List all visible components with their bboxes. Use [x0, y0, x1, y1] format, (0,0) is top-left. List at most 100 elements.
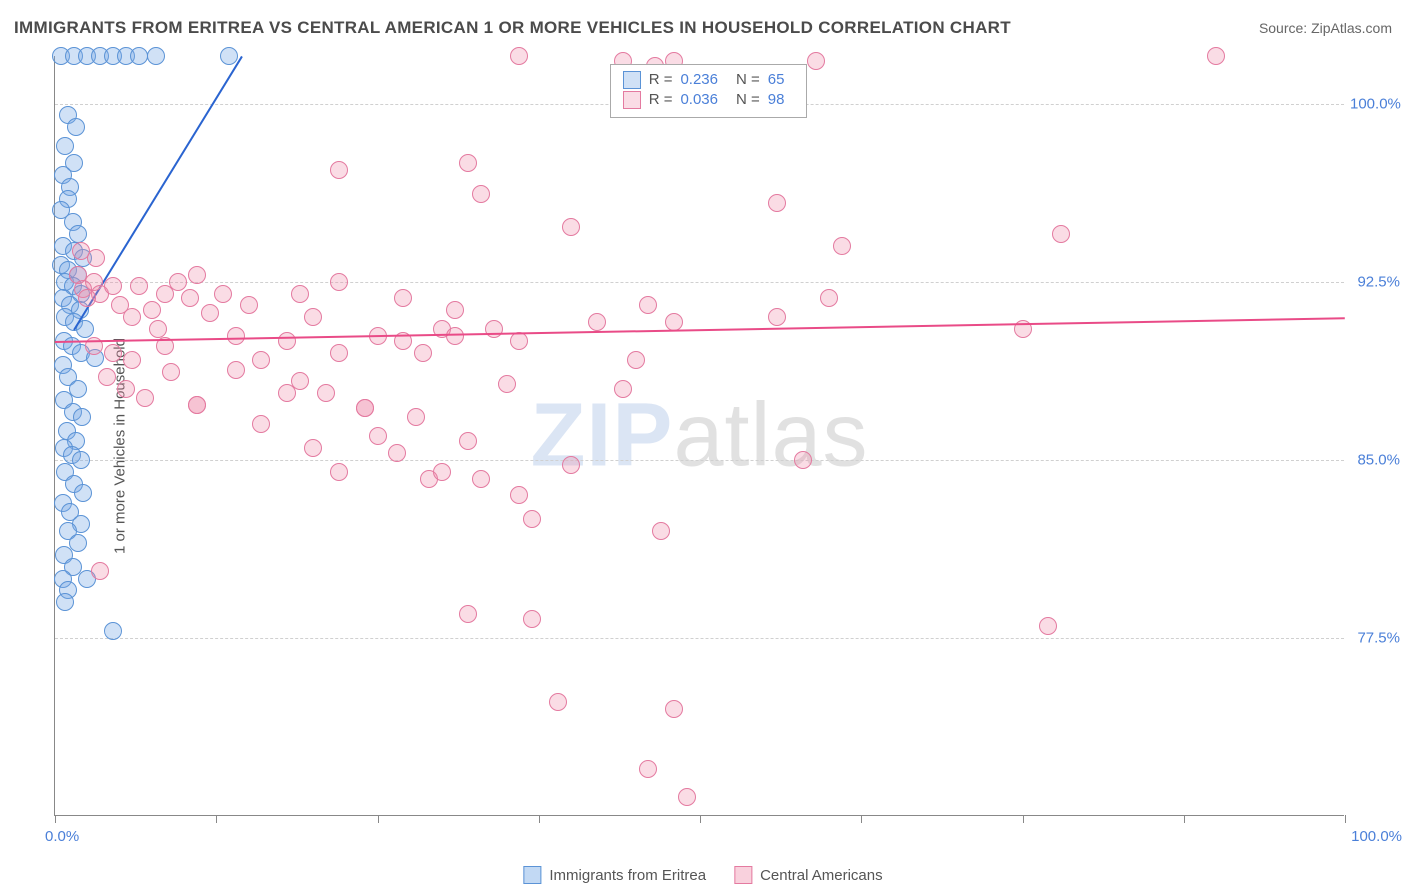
scatter-point-central	[104, 344, 122, 362]
scatter-point-eritrea	[69, 380, 87, 398]
scatter-point-central	[78, 289, 96, 307]
scatter-point-central	[510, 332, 528, 350]
scatter-point-central	[330, 273, 348, 291]
legend-item-label: Immigrants from Eritrea	[549, 867, 706, 884]
scatter-point-central	[330, 344, 348, 362]
scatter-point-eritrea	[104, 622, 122, 640]
scatter-point-central	[588, 313, 606, 331]
legend-item: Central Americans	[734, 866, 883, 884]
scatter-point-central	[123, 308, 141, 326]
scatter-point-central	[278, 384, 296, 402]
scatter-point-central	[214, 285, 232, 303]
scatter-point-central	[523, 610, 541, 628]
stat-r-value: 0.036	[680, 91, 718, 108]
scatter-point-central	[652, 522, 670, 540]
y-tick-label: 92.5%	[1350, 273, 1400, 290]
watermark-part1: ZIP	[530, 385, 673, 485]
scatter-point-eritrea	[130, 47, 148, 65]
gridline	[55, 460, 1344, 461]
scatter-point-central	[627, 351, 645, 369]
scatter-point-eritrea	[220, 47, 238, 65]
y-tick-label: 85.0%	[1350, 451, 1400, 468]
scatter-point-central	[446, 301, 464, 319]
gridline	[55, 638, 1344, 639]
scatter-point-central	[523, 510, 541, 528]
scatter-point-central	[459, 605, 477, 623]
scatter-point-central	[240, 296, 258, 314]
scatter-point-central	[188, 266, 206, 284]
scatter-point-central	[414, 344, 432, 362]
scatter-point-central	[91, 562, 109, 580]
scatter-point-central	[807, 52, 825, 70]
x-tick	[700, 815, 701, 823]
scatter-point-eritrea	[69, 534, 87, 552]
scatter-point-central	[1039, 617, 1057, 635]
scatter-point-central	[143, 301, 161, 319]
scatter-point-central	[472, 470, 490, 488]
scatter-point-central	[136, 389, 154, 407]
scatter-point-central	[104, 277, 122, 295]
scatter-point-central	[639, 760, 657, 778]
scatter-point-central	[794, 451, 812, 469]
x-tick	[216, 815, 217, 823]
scatter-point-central	[201, 304, 219, 322]
scatter-point-eritrea	[69, 225, 87, 243]
y-tick-label: 100.0%	[1350, 95, 1400, 112]
scatter-point-central	[252, 351, 270, 369]
scatter-point-central	[614, 380, 632, 398]
scatter-point-eritrea	[72, 451, 90, 469]
scatter-point-central	[407, 408, 425, 426]
scatter-point-central	[549, 693, 567, 711]
scatter-point-central	[123, 351, 141, 369]
legend-item: Immigrants from Eritrea	[523, 866, 706, 884]
scatter-point-central	[1052, 225, 1070, 243]
scatter-point-eritrea	[67, 118, 85, 136]
stat-n-value: 65	[768, 71, 785, 88]
x-tick	[1023, 815, 1024, 823]
legend-stats: R = 0.236N = 65R = 0.036N = 98	[610, 64, 808, 118]
x-axis-max-label: 100.0%	[1351, 828, 1402, 845]
scatter-point-central	[639, 296, 657, 314]
chart-title: IMMIGRANTS FROM ERITREA VS CENTRAL AMERI…	[14, 18, 1011, 38]
scatter-point-central	[562, 456, 580, 474]
scatter-point-central	[459, 154, 477, 172]
scatter-point-central	[330, 463, 348, 481]
stat-r-value: 0.236	[680, 71, 718, 88]
scatter-point-central	[768, 194, 786, 212]
scatter-point-eritrea	[56, 137, 74, 155]
scatter-point-central	[498, 375, 516, 393]
scatter-point-central	[317, 384, 335, 402]
scatter-point-central	[665, 700, 683, 718]
scatter-point-central	[510, 486, 528, 504]
scatter-point-central	[833, 237, 851, 255]
x-tick	[861, 815, 862, 823]
x-tick	[1345, 815, 1346, 823]
x-tick	[1184, 815, 1185, 823]
gridline	[55, 282, 1344, 283]
legend-bottom: Immigrants from Eritrea Central Americans	[523, 866, 882, 884]
scatter-point-central	[162, 363, 180, 381]
scatter-point-eritrea	[56, 593, 74, 611]
scatter-point-central	[227, 361, 245, 379]
scatter-point-central	[369, 427, 387, 445]
legend-stats-row: R = 0.236N = 65	[623, 71, 795, 89]
scatter-point-central	[278, 332, 296, 350]
watermark: ZIPatlas	[530, 384, 868, 487]
watermark-part2: atlas	[673, 385, 868, 485]
scatter-point-central	[459, 432, 477, 450]
scatter-chart: ZIPatlas 77.5%85.0%92.5%100.0%0.0%100.0%…	[54, 56, 1344, 816]
scatter-point-central	[188, 396, 206, 414]
scatter-point-central	[117, 380, 135, 398]
scatter-point-central	[304, 439, 322, 457]
scatter-point-central	[485, 320, 503, 338]
trend-line-central	[55, 317, 1345, 343]
scatter-point-eritrea	[73, 408, 91, 426]
x-axis-min-label: 0.0%	[45, 828, 79, 845]
legend-swatch-icon	[734, 866, 752, 884]
scatter-point-central	[304, 308, 322, 326]
scatter-point-central	[394, 289, 412, 307]
scatter-point-central	[768, 308, 786, 326]
stat-n-label: N =	[736, 91, 760, 108]
scatter-point-central	[820, 289, 838, 307]
chart-header: IMMIGRANTS FROM ERITREA VS CENTRAL AMERI…	[14, 18, 1392, 38]
